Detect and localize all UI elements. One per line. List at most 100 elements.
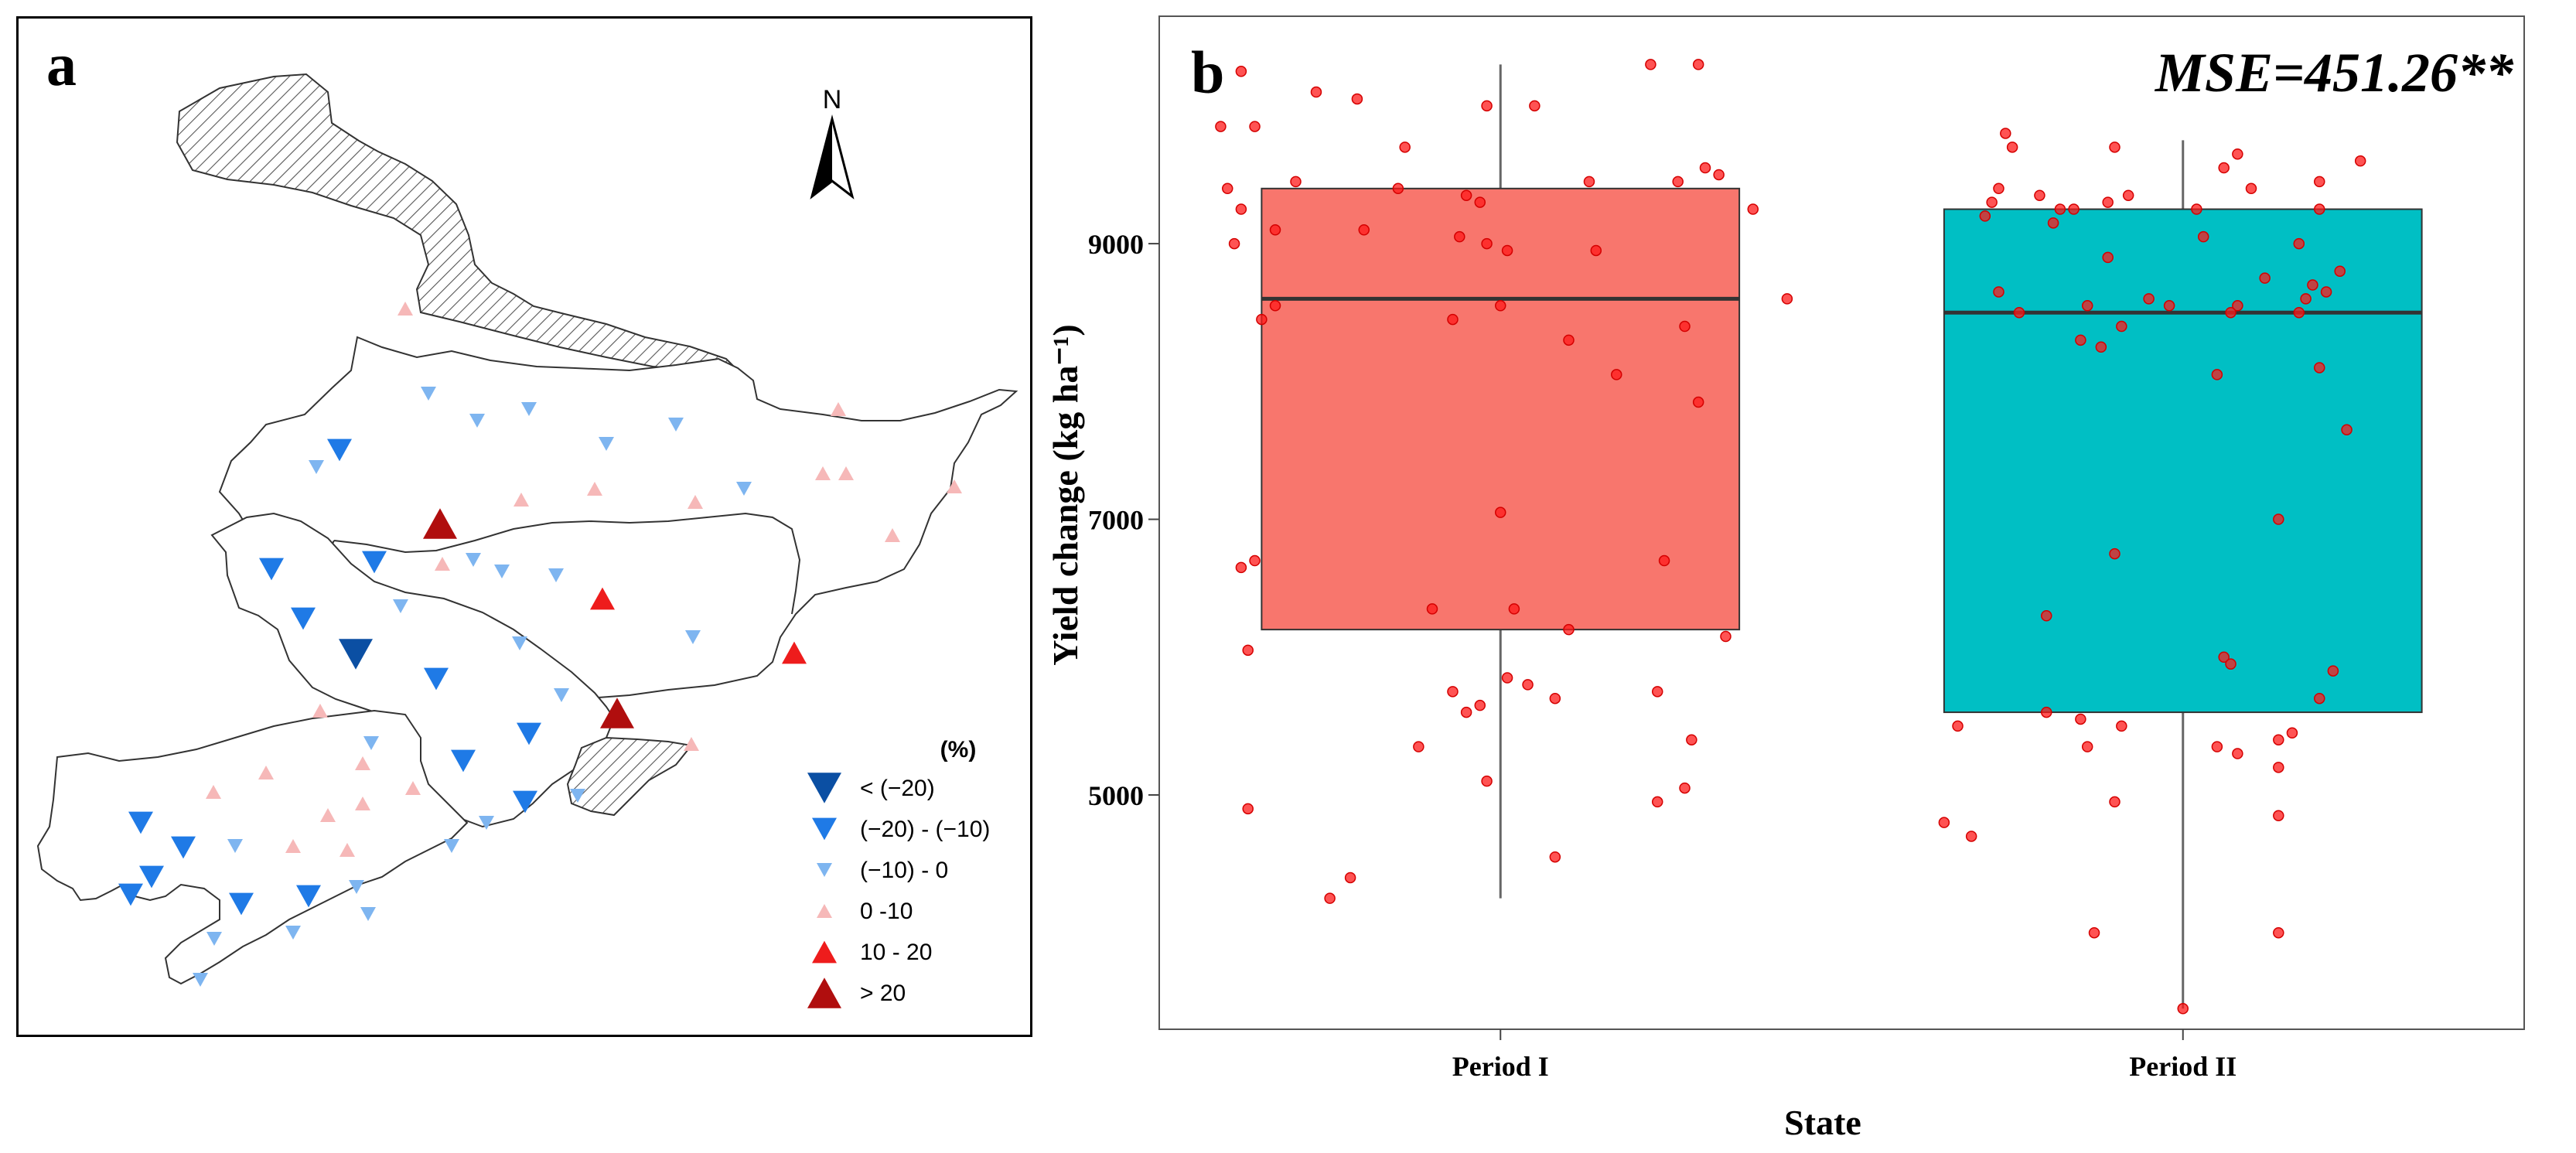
data-point (1938, 817, 1950, 828)
data-point (1235, 66, 1247, 77)
data-point (2095, 341, 2107, 353)
data-point (1979, 210, 1991, 222)
legend: (%) < (−20) (−20) - (−10) (−10) - 0 0 -10 10… (807, 737, 990, 1008)
data-point (2102, 196, 2114, 208)
plot-area (1158, 15, 2525, 1030)
data-point (2211, 369, 2223, 380)
data-point (1781, 293, 1793, 305)
station-marker (360, 907, 376, 921)
station-marker (885, 528, 900, 542)
station-marker (512, 636, 527, 650)
data-point (2314, 203, 2325, 215)
data-point (1228, 237, 1240, 250)
station-markers (118, 302, 962, 987)
data-point (1645, 59, 1656, 70)
station-marker (684, 737, 699, 751)
data-point (2116, 720, 2127, 732)
y-tick-label: 7000 (1088, 505, 1144, 536)
data-point (1426, 603, 1438, 615)
y-tick-label: 5000 (1088, 780, 1144, 811)
data-point (2225, 306, 2237, 319)
station-marker (831, 402, 846, 416)
data-point (1324, 892, 1336, 904)
data-point (1242, 644, 1254, 657)
data-point (2109, 142, 2121, 153)
x-axis-title: State (1784, 1103, 1861, 1142)
station-marker (339, 843, 355, 857)
data-point (2273, 513, 2284, 525)
data-point (1713, 169, 1725, 181)
data-point (2054, 203, 2066, 215)
data-point (1993, 183, 2005, 195)
data-point (1269, 224, 1281, 236)
station-marker (435, 557, 450, 571)
station-marker (128, 811, 153, 834)
station-marker (815, 466, 831, 480)
station-marker (320, 808, 336, 822)
data-point (2109, 796, 2121, 808)
data-point (1310, 86, 1322, 98)
data-point (1747, 203, 1759, 215)
data-point (1447, 313, 1459, 326)
data-point (1495, 300, 1506, 312)
data-point (2006, 142, 2018, 153)
data-point (1549, 851, 1561, 863)
data-point (1679, 782, 1691, 794)
station-marker (312, 704, 328, 718)
data-point (2273, 762, 2284, 773)
data-point (1269, 300, 1281, 312)
box-2 (1943, 208, 2423, 714)
station-marker (479, 816, 494, 830)
station-marker (339, 639, 373, 670)
data-point (2314, 176, 2325, 188)
chart-marks: 5000 7000 9000 Period I Period II (1088, 59, 2423, 1082)
station-marker (424, 667, 449, 691)
data-point (2197, 230, 2209, 243)
data-point (1993, 286, 2005, 298)
data-point (2177, 1003, 2189, 1015)
data-point (1290, 176, 1302, 188)
station-marker (451, 749, 476, 773)
station-marker (668, 418, 684, 432)
legend-symbol-3 (817, 863, 832, 877)
data-point (1508, 603, 1520, 615)
north-label: N (823, 85, 842, 114)
data-point (1235, 203, 1247, 215)
data-point (2327, 665, 2339, 677)
data-point (2081, 300, 2093, 312)
station-marker (193, 973, 208, 987)
data-point (1692, 396, 1704, 408)
station-marker (393, 599, 408, 613)
station-marker (513, 790, 537, 814)
data-point (1658, 554, 1670, 567)
data-point (1256, 313, 1268, 326)
data-point (2068, 203, 2080, 215)
data-point (1351, 93, 1363, 105)
data-point (1474, 196, 1486, 208)
data-point (2013, 306, 2025, 319)
data-point (1392, 183, 1404, 195)
station-marker (517, 722, 541, 745)
station-marker (355, 756, 370, 770)
data-point (1495, 507, 1506, 518)
data-point (1686, 734, 1697, 745)
station-marker (444, 839, 459, 853)
station-marker (521, 402, 537, 416)
station-marker (548, 568, 564, 582)
data-point (2088, 926, 2100, 939)
data-point (1563, 334, 1575, 346)
station-marker (258, 766, 274, 779)
station-marker (405, 781, 421, 795)
data-point (2245, 183, 2257, 195)
data-point (2034, 189, 2045, 201)
legend-symbol-1 (807, 773, 841, 803)
data-point (1583, 176, 1595, 188)
data-point (1242, 803, 1254, 815)
station-marker (206, 932, 222, 946)
station-marker (285, 839, 301, 853)
data-point (1460, 189, 1472, 201)
data-point (1235, 561, 1247, 574)
station-marker (285, 926, 301, 940)
data-point (2218, 651, 2230, 663)
station-marker (736, 482, 752, 496)
